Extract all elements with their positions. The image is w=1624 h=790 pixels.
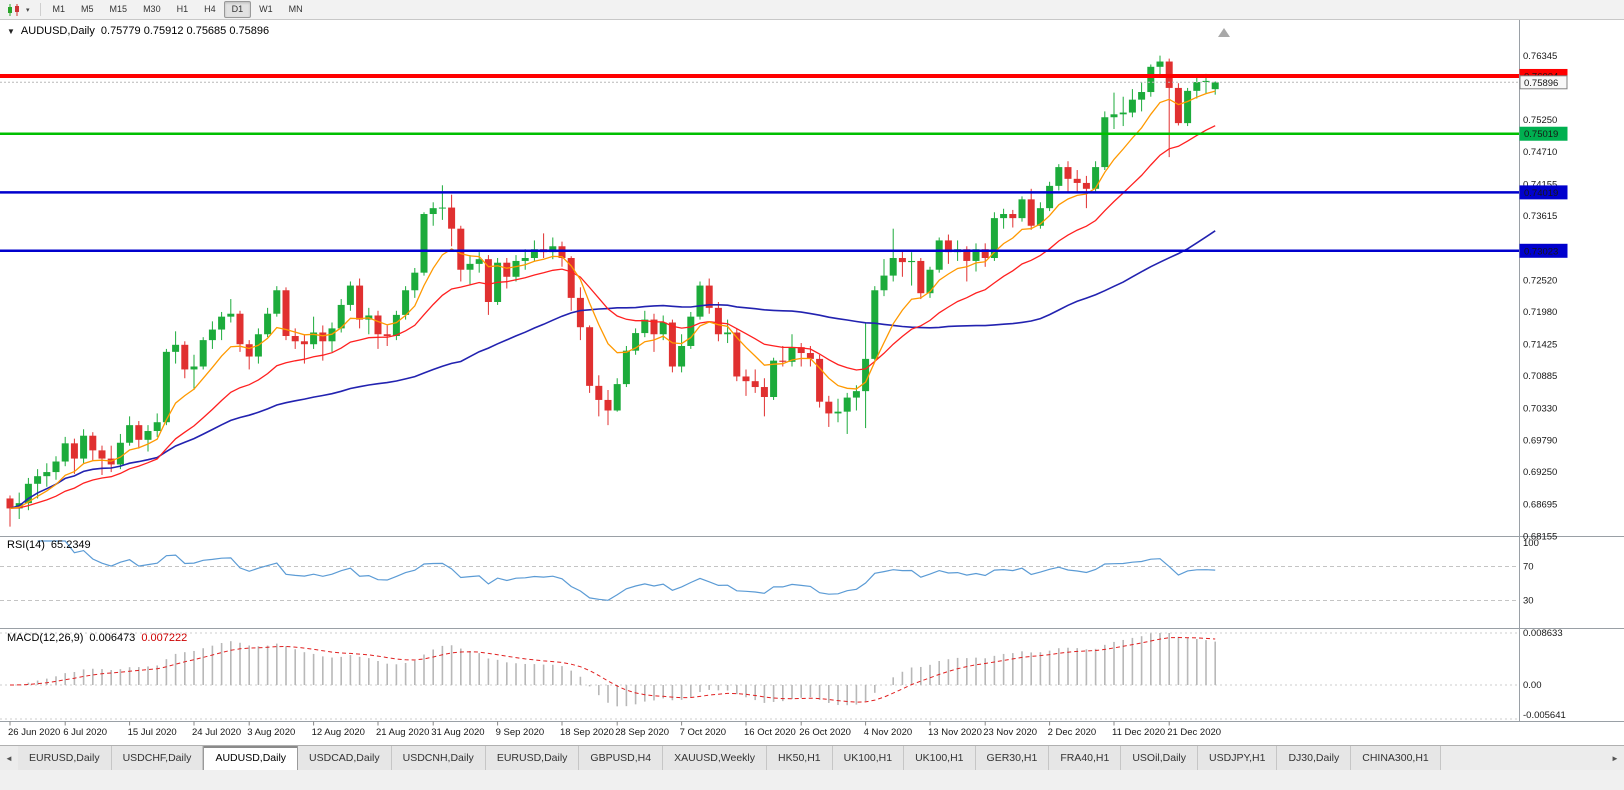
svg-text:0.00: 0.00 xyxy=(1523,680,1542,691)
toolbar-separator xyxy=(39,3,41,16)
svg-text:21 Aug 2020: 21 Aug 2020 xyxy=(376,727,429,738)
svg-text:0.70330: 0.70330 xyxy=(1523,404,1557,415)
svg-text:2 Dec 2020: 2 Dec 2020 xyxy=(1048,727,1097,738)
chart-tab-uk100-h1[interactable]: UK100,H1 xyxy=(904,746,976,770)
chart-tab-dj30-daily[interactable]: DJ30,Daily xyxy=(1277,746,1352,770)
rsi-pane-label: RSI(14) 65.2349 xyxy=(7,539,91,551)
chart-tab-audusd-daily[interactable]: AUDUSD,Daily xyxy=(203,746,299,770)
macd-indicator-name: MACD(12,26,9) xyxy=(7,632,84,644)
chart-tab-fra40-h1[interactable]: FRA40,H1 xyxy=(1049,746,1122,770)
tab-scroll-right-icon[interactable]: ► xyxy=(1606,746,1624,770)
svg-text:30: 30 xyxy=(1523,596,1534,607)
chart-tab-hk50-h1[interactable]: HK50,H1 xyxy=(767,746,833,770)
svg-text:9 Sep 2020: 9 Sep 2020 xyxy=(496,727,545,738)
svg-text:0.71425: 0.71425 xyxy=(1523,340,1557,351)
svg-text:0.70885: 0.70885 xyxy=(1523,371,1557,382)
chart-title: ▼ AUDUSD,Daily 0.75779 0.75912 0.75685 0… xyxy=(7,25,269,37)
chart-tab-bar: ◄ EURUSD,Daily USDCHF,Daily AUDUSD,Daily US… xyxy=(0,745,1624,770)
price-chart[interactable]: 0.76345 0.75250 0.74710 0.74155 0.73615 0.725… xyxy=(0,20,1624,745)
svg-text:21 Dec 2020: 21 Dec 2020 xyxy=(1167,727,1221,738)
svg-text:0.74019: 0.74019 xyxy=(1524,188,1558,199)
chart-tab-china300-h1[interactable]: CHINA300,H1 xyxy=(1351,746,1441,770)
status-bar xyxy=(0,770,1624,790)
svg-text:3 Aug 2020: 3 Aug 2020 xyxy=(247,727,295,738)
svg-text:0.74155: 0.74155 xyxy=(1523,179,1557,190)
svg-text:16 Oct 2020: 16 Oct 2020 xyxy=(744,727,796,738)
chart-tabs: EURUSD,Daily USDCHF,Daily AUDUSD,Daily USDC… xyxy=(18,746,1606,770)
svg-text:-0.005641: -0.005641 xyxy=(1523,710,1566,721)
timeframe-buttons: M1 M5 M15 M30 H1 H4 D1 W1 MN xyxy=(45,1,311,18)
timeframe-button-h1[interactable]: H1 xyxy=(176,4,189,14)
macd-main-value: 0.006473 xyxy=(89,632,136,644)
timeframe-button-m30[interactable]: M30 xyxy=(143,4,161,14)
chart-tab-usoil-daily[interactable]: USOil,Daily xyxy=(1121,746,1199,770)
timeframe-button-h4[interactable]: H4 xyxy=(204,4,216,14)
svg-text:0.68695: 0.68695 xyxy=(1523,500,1557,511)
svg-text:13 Nov 2020: 13 Nov 2020 xyxy=(928,727,982,738)
svg-text:0.73615: 0.73615 xyxy=(1523,211,1557,222)
timeframe-button-d1[interactable]: D1 xyxy=(223,1,252,18)
svg-text:28 Sep 2020: 28 Sep 2020 xyxy=(615,727,669,738)
rsi-indicator-name: RSI(14) xyxy=(7,539,45,551)
macd-signal-value: 0.007222 xyxy=(141,632,188,644)
chart-tab-usdcnh-daily[interactable]: USDCNH,Daily xyxy=(391,746,486,770)
svg-text:0.75019: 0.75019 xyxy=(1524,129,1558,140)
svg-text:18 Sep 2020: 18 Sep 2020 xyxy=(560,727,614,738)
timeframe-button-m15[interactable]: M15 xyxy=(109,4,128,14)
candlestick-chart-icon[interactable] xyxy=(6,3,22,17)
symbol-dropdown-icon: ▼ xyxy=(7,26,15,36)
svg-text:0.75250: 0.75250 xyxy=(1523,115,1557,126)
macd-pane-label: MACD(12,26,9) 0.006473 0.007222 xyxy=(7,632,187,644)
svg-text:0.008633: 0.008633 xyxy=(1523,628,1563,639)
timeframe-button-m5[interactable]: M5 xyxy=(81,4,94,14)
chart-tab-usdchf-daily[interactable]: USDCHF,Daily xyxy=(111,746,204,770)
chart-tab-gbpusd-h4[interactable]: GBPUSD,H4 xyxy=(579,746,664,770)
svg-text:0.72520: 0.72520 xyxy=(1523,275,1557,286)
chart-tab-usdjpy-h1[interactable]: USDJPY,H1 xyxy=(1198,746,1278,770)
svg-text:7 Oct 2020: 7 Oct 2020 xyxy=(680,727,726,738)
macd-histogram xyxy=(18,633,1216,707)
svg-text:70: 70 xyxy=(1523,562,1534,573)
candles xyxy=(6,55,1219,527)
chart-tab-usdcad-daily[interactable]: USDCAD,Daily xyxy=(298,746,392,770)
chart-symbol-label: AUDUSD,Daily xyxy=(20,25,95,37)
svg-text:24 Jul 2020: 24 Jul 2020 xyxy=(192,727,241,738)
chart-tab-eurusd-daily[interactable]: EURUSD,Daily xyxy=(485,746,580,770)
timeframe-button-w1[interactable]: W1 xyxy=(259,4,273,14)
timeframe-button-m1[interactable]: M1 xyxy=(52,4,66,14)
rsi-indicator-value: 65.2349 xyxy=(50,539,91,551)
chart-type-dropdown-arrow[interactable]: ▾ xyxy=(26,6,30,14)
svg-text:0.73023: 0.73023 xyxy=(1524,246,1558,257)
svg-text:100: 100 xyxy=(1523,538,1539,549)
svg-text:0.75896: 0.75896 xyxy=(1524,78,1558,89)
svg-text:23 Nov 2020: 23 Nov 2020 xyxy=(983,727,1037,738)
svg-text:11 Dec 2020: 11 Dec 2020 xyxy=(1112,727,1165,738)
chart-tab-eurusd-daily[interactable]: EURUSD,Daily xyxy=(18,746,112,770)
top-toolbar: ▾ M1 M5 M15 M30 H1 H4 D1 W1 MN xyxy=(0,0,1624,20)
svg-text:12 Aug 2020: 12 Aug 2020 xyxy=(312,727,365,738)
shift-marker-icon xyxy=(1218,28,1230,37)
svg-text:0.68155: 0.68155 xyxy=(1523,531,1557,542)
timeframe-button-mn[interactable]: MN xyxy=(288,4,303,14)
svg-text:0.69250: 0.69250 xyxy=(1523,467,1557,478)
svg-text:4 Nov 2020: 4 Nov 2020 xyxy=(864,727,913,738)
svg-text:0.69790: 0.69790 xyxy=(1523,435,1557,446)
svg-text:26 Jun 2020: 26 Jun 2020 xyxy=(8,727,60,738)
svg-text:0.71980: 0.71980 xyxy=(1523,307,1557,318)
tab-scroll-left-icon[interactable]: ◄ xyxy=(0,746,18,770)
svg-text:0.74710: 0.74710 xyxy=(1523,147,1557,158)
chart-tab-uk100-h1[interactable]: UK100,H1 xyxy=(832,746,905,770)
svg-text:0.76345: 0.76345 xyxy=(1523,51,1557,62)
svg-text:15 Jul 2020: 15 Jul 2020 xyxy=(128,727,177,738)
svg-text:31 Aug 2020: 31 Aug 2020 xyxy=(431,727,484,738)
chart-ohlc-values: 0.75779 0.75912 0.75685 0.75896 xyxy=(100,25,270,37)
svg-text:26 Oct 2020: 26 Oct 2020 xyxy=(799,727,851,738)
chart-tab-xauusd-weekly[interactable]: XAUUSD,Weekly xyxy=(663,746,768,770)
chart-tab-ger30-h1[interactable]: GER30,H1 xyxy=(975,746,1050,770)
svg-text:6 Jul 2020: 6 Jul 2020 xyxy=(63,727,107,738)
chart-window: 0.76345 0.75250 0.74710 0.74155 0.73615 0.725… xyxy=(0,20,1624,745)
